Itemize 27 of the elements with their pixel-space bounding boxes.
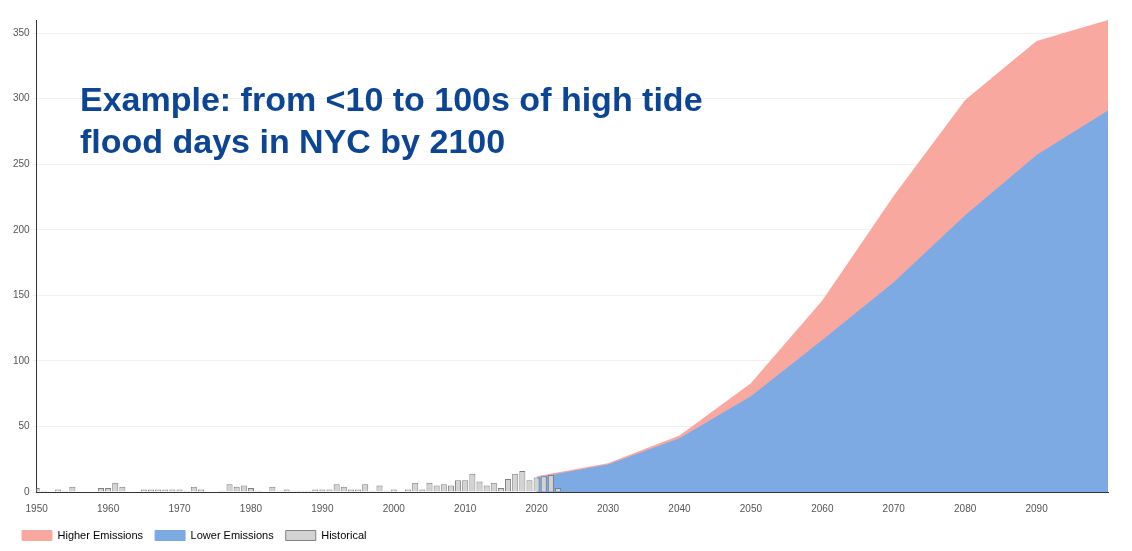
y-tick-label: 150 — [13, 289, 31, 301]
y-tick-label: 300 — [13, 92, 31, 104]
x-tick-label: 1960 — [96, 502, 120, 514]
legend-label: Higher Emissions — [57, 528, 144, 541]
y-tick-label: 0 — [24, 485, 31, 497]
x-tick-label: 2090 — [1025, 502, 1049, 514]
x-tick-label: 1950 — [25, 502, 49, 514]
y-tick-label: 200 — [13, 223, 31, 235]
y-tick-label: 250 — [13, 157, 31, 169]
y-tick-label: 350 — [13, 26, 31, 38]
x-tick-label: 1980 — [239, 502, 263, 514]
x-tick-label: 1990 — [311, 502, 334, 514]
legend-label: Historical — [321, 528, 367, 541]
x-tick-label: 2040 — [668, 502, 692, 514]
x-tick-label: 2050 — [739, 502, 763, 514]
x-tick-label: 2080 — [954, 502, 977, 514]
x-tick-label: 2030 — [596, 502, 620, 514]
legend-label: Lower Emissions — [190, 528, 275, 541]
x-tick-label: 2070 — [882, 502, 906, 514]
x-tick-label: 2010 — [454, 502, 477, 514]
y-tick-label: 50 — [18, 420, 31, 432]
x-tick-label: 1970 — [168, 502, 192, 514]
y-tick-label: 100 — [13, 354, 31, 366]
x-tick-label: 2060 — [811, 502, 834, 514]
x-tick-label: 2000 — [382, 502, 406, 514]
text: Example: from <10 to 100s of high tide flood days in NYC by 2100 — [80, 79, 704, 162]
x-tick-label: 2020 — [525, 502, 549, 514]
